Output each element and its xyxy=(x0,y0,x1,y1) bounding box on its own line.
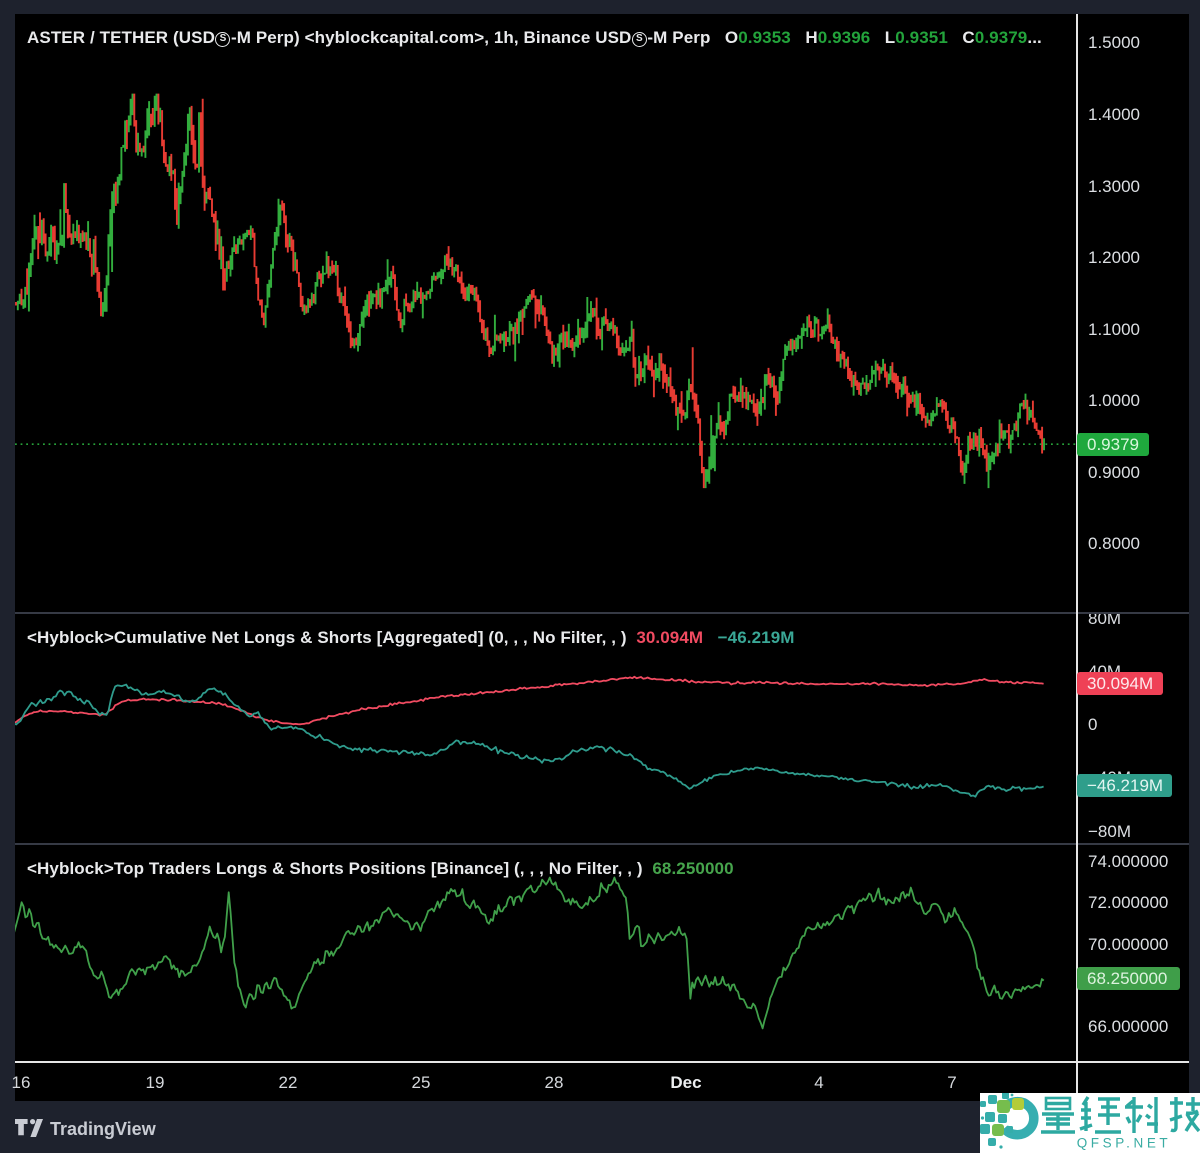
svg-text:QFSP.NET: QFSP.NET xyxy=(1077,1136,1172,1151)
